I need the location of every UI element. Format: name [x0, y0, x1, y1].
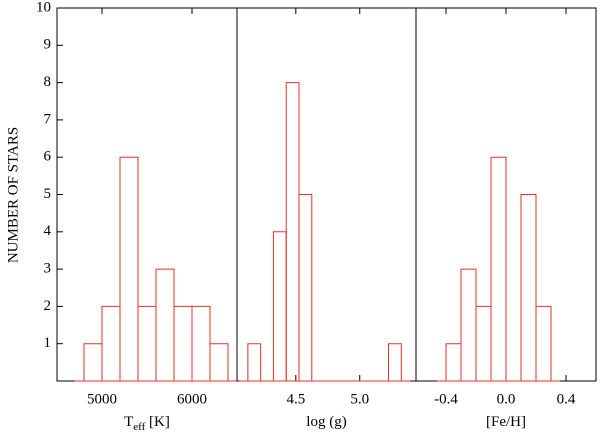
histogram-bar: [209, 343, 229, 381]
x-tick-label: 0.0: [497, 391, 516, 407]
x-tick-label: 5000: [87, 391, 117, 407]
y-tick-label: 8: [44, 74, 52, 90]
x-tick-label: 0.4: [557, 391, 576, 407]
y-tick-label: 2: [44, 298, 52, 314]
x-axis-label: Teff [K]: [124, 414, 170, 432]
x-axis-label-part: [Fe/H]: [486, 414, 526, 430]
y-tick-label: 10: [36, 0, 51, 15]
histogram-bar: [137, 305, 157, 381]
x-axis-label-part: [K]: [145, 414, 170, 430]
x-tick-label: -0.4: [434, 391, 458, 407]
y-tick-label: 5: [44, 186, 52, 202]
histogram-bar: [119, 156, 139, 381]
histogram-bar: [272, 231, 287, 381]
x-tick-label: 5.0: [350, 391, 369, 407]
y-tick-label: 3: [44, 261, 52, 277]
y-tick-label: 7: [44, 111, 52, 127]
histogram-bar: [155, 268, 175, 381]
y-tick-label: 4: [44, 223, 52, 239]
histogram-bar: [475, 305, 492, 381]
y-axis-label: NUMBER OF STARS: [5, 127, 21, 263]
x-tick-label: 6000: [177, 391, 207, 407]
y-tick-label: 6: [44, 149, 52, 165]
y-tick-label: 9: [44, 37, 52, 53]
x-axis-label: [Fe/H]: [486, 414, 526, 430]
histogram-bar: [101, 305, 121, 381]
histogram-bar: [460, 268, 477, 381]
y-tick-label: 1: [44, 335, 52, 351]
histogram-bar: [445, 343, 462, 381]
x-axis-label-part: eff: [133, 421, 145, 433]
histogram-bar: [191, 305, 211, 381]
histogram-bar: [535, 305, 552, 381]
histogram-bar: [520, 194, 537, 381]
x-axis-label-part: T: [124, 414, 133, 430]
histogram-bar: [247, 343, 262, 381]
histogram-bar: [173, 305, 193, 381]
x-axis-label-part: log (g): [306, 414, 346, 430]
histogram-bar: [490, 156, 507, 381]
histogram-bar: [298, 194, 313, 381]
histogram-bar: [83, 343, 103, 381]
histogram-bar: [285, 82, 300, 381]
histogram-bar: [388, 343, 402, 381]
x-tick-label: 4.5: [286, 391, 305, 407]
x-axis-label: log (g): [306, 414, 346, 430]
panel-frame: [236, 7, 417, 382]
